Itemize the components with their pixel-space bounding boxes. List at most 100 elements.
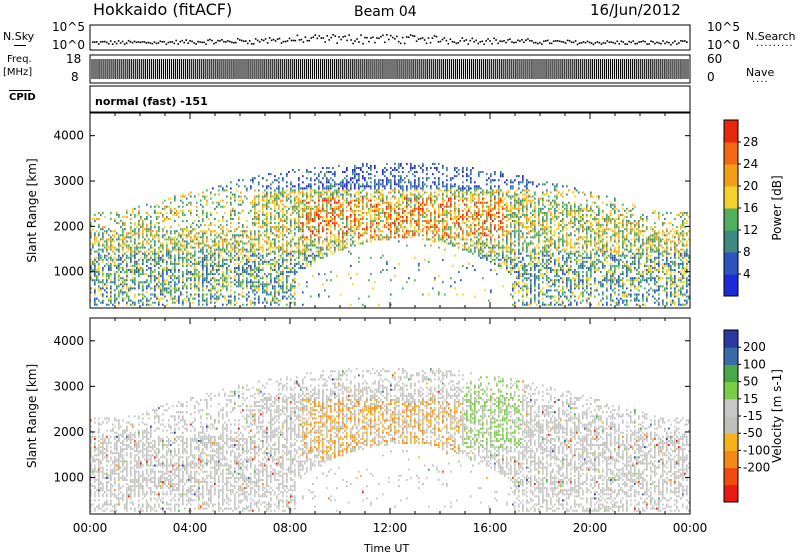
power-panel-cell bbox=[168, 283, 170, 285]
cpid-panel-frame bbox=[90, 86, 690, 112]
power-panel-cell bbox=[466, 204, 468, 206]
power-panel-cell bbox=[98, 245, 100, 247]
power-panel-cell bbox=[116, 287, 118, 289]
power-panel-cell bbox=[280, 192, 282, 194]
power-panel-cell bbox=[328, 220, 330, 222]
power-panel-cell bbox=[406, 163, 408, 165]
power-panel-cell bbox=[208, 224, 210, 226]
power-panel-cell bbox=[196, 287, 198, 289]
power-panel-cell bbox=[252, 245, 254, 247]
power-panel-cell bbox=[162, 273, 164, 275]
power-panel-cell bbox=[490, 253, 492, 255]
power-panel-cell bbox=[228, 265, 230, 267]
nsky-point bbox=[545, 40, 547, 42]
power-panel-cell bbox=[360, 185, 362, 187]
power-panel-cell bbox=[154, 259, 156, 261]
power-panel-cell bbox=[296, 206, 298, 208]
power-panel-cell bbox=[282, 296, 284, 298]
power-panel-cell bbox=[118, 296, 120, 298]
power-panel-cell bbox=[496, 192, 498, 194]
power-panel-cell bbox=[276, 212, 278, 214]
power-panel-cell bbox=[194, 267, 196, 269]
power-panel-cell bbox=[400, 181, 402, 183]
power-panel-cell bbox=[302, 187, 304, 189]
power-panel-cell bbox=[164, 220, 166, 222]
power-panel-cell bbox=[290, 183, 292, 185]
power-panel-cell bbox=[306, 208, 308, 210]
power-panel-cell bbox=[188, 277, 190, 279]
power-panel-cell bbox=[488, 214, 490, 216]
power-panel-cell bbox=[350, 220, 352, 222]
power-panel-cell bbox=[278, 206, 280, 208]
power-panel-cell bbox=[492, 189, 494, 191]
power-panel-cell bbox=[398, 240, 400, 242]
power-panel-cell bbox=[456, 171, 458, 173]
power-panel-cell bbox=[380, 216, 382, 218]
power-panel-cell bbox=[98, 249, 100, 251]
power-panel-cell bbox=[176, 243, 178, 245]
power-panel-cell bbox=[276, 187, 278, 189]
power-panel-cell bbox=[436, 185, 438, 187]
power-panel-cell bbox=[210, 271, 212, 273]
power-panel-cell bbox=[376, 218, 378, 220]
power-panel-cell bbox=[110, 269, 112, 271]
power-panel-cell bbox=[358, 214, 360, 216]
power-panel-cell bbox=[110, 240, 112, 242]
power-panel-cell bbox=[320, 253, 322, 255]
power-panel-cell bbox=[354, 177, 356, 179]
power-panel-cell bbox=[380, 200, 382, 202]
power-panel-cell bbox=[120, 289, 122, 291]
power-panel-cell bbox=[106, 245, 108, 247]
power-panel-cell bbox=[150, 230, 152, 232]
power-panel-cell bbox=[156, 261, 158, 263]
power-panel-cell bbox=[322, 220, 324, 222]
power-panel-cell bbox=[400, 196, 402, 198]
power-panel-cell bbox=[422, 189, 424, 191]
power-panel-cell bbox=[462, 228, 464, 230]
power-panel-cell bbox=[236, 285, 238, 287]
nsky-point bbox=[444, 37, 446, 39]
power-panel-cell bbox=[458, 218, 460, 220]
power-panel-cell bbox=[332, 240, 334, 242]
power-panel-cell bbox=[128, 287, 130, 289]
nsky-point bbox=[191, 41, 193, 43]
nsky-point bbox=[527, 38, 529, 40]
power-panel-cell bbox=[254, 265, 256, 267]
power-panel-cell bbox=[492, 245, 494, 247]
power-panel-cell bbox=[322, 206, 324, 208]
power-panel-cell bbox=[182, 202, 184, 204]
power-panel-cell bbox=[366, 198, 368, 200]
power-panel-cell bbox=[328, 171, 330, 173]
power-panel-cell bbox=[110, 281, 112, 283]
power-panel-cell bbox=[254, 249, 256, 251]
power-panel-cell bbox=[122, 294, 124, 296]
power-panel-cell bbox=[148, 259, 150, 261]
power-panel-cell bbox=[254, 269, 256, 271]
freq-line bbox=[92, 59, 688, 79]
power-panel-cell bbox=[292, 296, 294, 298]
power-panel-cell bbox=[164, 234, 166, 236]
power-panel-cell bbox=[446, 228, 448, 230]
power-panel-cell bbox=[186, 261, 188, 263]
power-panel-cell bbox=[426, 169, 428, 171]
power-panel-cell bbox=[402, 187, 404, 189]
power-panel-cell bbox=[482, 257, 484, 259]
nsky-point bbox=[609, 42, 611, 44]
power-panel-cell bbox=[478, 220, 480, 222]
power-panel-cell bbox=[118, 259, 120, 261]
power-panel-cell bbox=[190, 271, 192, 273]
power-panel-cell bbox=[242, 281, 244, 283]
power-panel-cell bbox=[270, 263, 272, 265]
power-panel-cell bbox=[474, 236, 476, 238]
power-panel-cell bbox=[306, 222, 308, 224]
power-panel-cell bbox=[242, 304, 244, 306]
power-panel-cell bbox=[488, 216, 490, 218]
power-panel-cell bbox=[230, 302, 232, 304]
nsky-point bbox=[674, 40, 676, 42]
power-panel-cell bbox=[240, 196, 242, 198]
power-panel-cell bbox=[390, 206, 392, 208]
power-panel-cell bbox=[142, 236, 144, 238]
power-panel-cell bbox=[212, 287, 214, 289]
power-panel-cell bbox=[476, 214, 478, 216]
power-panel-cell bbox=[202, 283, 204, 285]
